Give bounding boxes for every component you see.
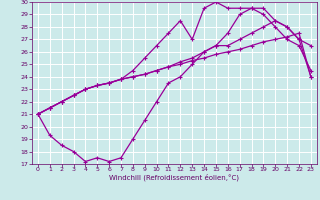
X-axis label: Windchill (Refroidissement éolien,°C): Windchill (Refroidissement éolien,°C) bbox=[109, 174, 239, 181]
